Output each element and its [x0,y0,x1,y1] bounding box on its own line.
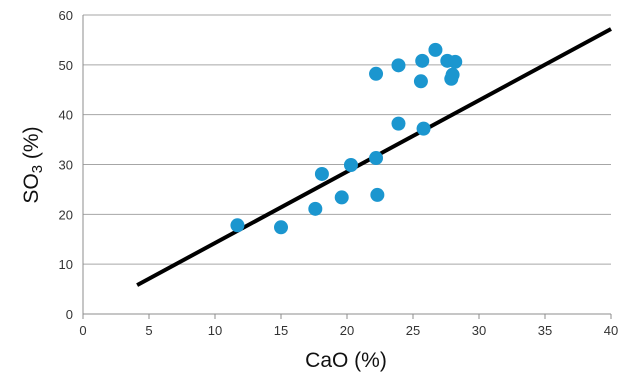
y-tick-label: 60 [59,8,73,23]
data-point [370,187,385,202]
data-point [314,166,329,181]
x-tick-label: 25 [406,323,420,338]
data-points [230,42,463,235]
y-tick-label: 30 [59,158,73,173]
y-tick-label: 20 [59,207,73,222]
x-tick-label: 0 [79,323,86,338]
y-axis-title-unit: (%) [20,126,43,165]
x-tick-label: 30 [472,323,486,338]
x-tick-label: 20 [340,323,354,338]
data-point [230,218,245,233]
data-point [391,116,406,131]
y-axis-title-subscript: 3 [29,165,46,173]
y-axis-title-main: SO [20,173,43,203]
x-axis-title: CaO (%) [305,349,387,372]
data-point [274,220,288,235]
x-tick-label: 5 [145,323,152,338]
data-point [428,42,443,57]
axes [82,15,612,319]
y-tick-label: 0 [66,307,73,322]
y-axis-title: SO3 (%) [20,126,46,203]
data-point [413,74,428,89]
data-point [445,67,460,82]
y-tick-label: 50 [59,58,73,73]
data-point [369,151,384,166]
data-point [343,157,358,172]
x-tick-label: 35 [538,323,552,338]
data-point [415,53,430,68]
x-tick-labels: 0 5 10 15 20 25 30 35 40 [79,323,618,338]
data-point [369,66,384,81]
data-point [416,121,431,136]
y-tick-labels: 0 10 20 30 40 50 60 [59,8,73,322]
data-point [391,58,406,73]
y-tick-label: 10 [59,257,73,272]
data-point [334,190,349,205]
gridlines [83,14,611,265]
x-tick-label: 40 [604,323,618,338]
data-point [308,201,323,216]
data-point [448,54,463,69]
y-tick-label: 40 [59,108,73,123]
x-tick-label: 10 [208,323,222,338]
x-tick-label: 15 [274,323,288,338]
